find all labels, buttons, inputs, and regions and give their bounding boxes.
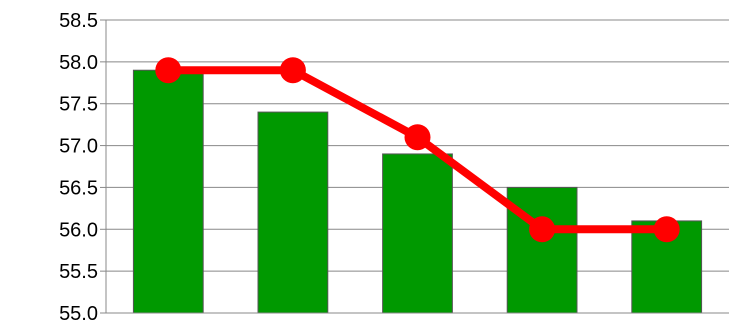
bar bbox=[132, 69, 204, 314]
y-axis-tick-labels: 55.0 55.5 56.0 56.5 57.0 57.5 58.0 58.5 bbox=[59, 10, 98, 323]
line-series bbox=[155, 57, 680, 243]
y-tick-label: 58.0 bbox=[59, 52, 98, 74]
line-point bbox=[279, 57, 306, 84]
y-tick-label: 55.5 bbox=[59, 261, 98, 283]
bar-series bbox=[132, 69, 703, 314]
y-tick-label: 55.0 bbox=[59, 303, 98, 323]
line-point bbox=[653, 216, 680, 243]
line-point bbox=[404, 124, 431, 151]
bar bbox=[257, 111, 329, 314]
line-point bbox=[529, 216, 556, 243]
axes bbox=[105, 20, 729, 314]
y-tick-label: 57.0 bbox=[59, 136, 98, 158]
line-point bbox=[155, 57, 182, 84]
y-tick-label: 56.0 bbox=[59, 219, 98, 241]
bar bbox=[382, 153, 453, 314]
y-tick-label: 56.5 bbox=[59, 177, 98, 199]
y-tick-label: 58.5 bbox=[59, 10, 98, 32]
y-tick-label: 57.5 bbox=[59, 94, 98, 116]
